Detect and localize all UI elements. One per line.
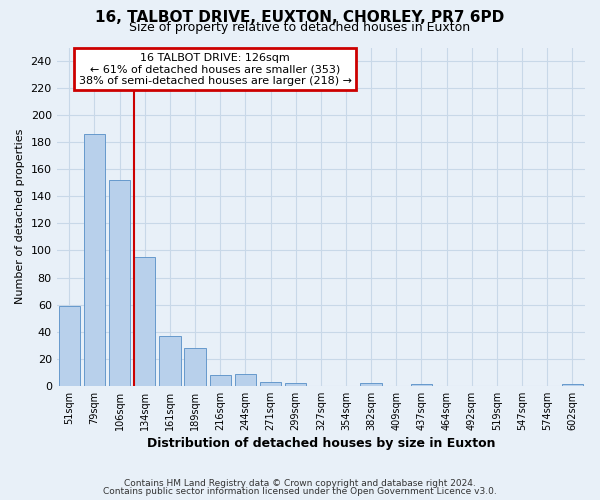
Bar bbox=[159, 336, 181, 386]
Bar bbox=[411, 384, 432, 386]
Bar bbox=[285, 383, 307, 386]
Bar bbox=[235, 374, 256, 386]
Bar bbox=[562, 384, 583, 386]
Bar bbox=[59, 306, 80, 386]
Text: Size of property relative to detached houses in Euxton: Size of property relative to detached ho… bbox=[130, 21, 470, 34]
Bar bbox=[361, 383, 382, 386]
Bar bbox=[109, 180, 130, 386]
Text: 16, TALBOT DRIVE, EUXTON, CHORLEY, PR7 6PD: 16, TALBOT DRIVE, EUXTON, CHORLEY, PR7 6… bbox=[95, 10, 505, 25]
Bar bbox=[134, 258, 155, 386]
Y-axis label: Number of detached properties: Number of detached properties bbox=[15, 129, 25, 304]
Text: Contains public sector information licensed under the Open Government Licence v3: Contains public sector information licen… bbox=[103, 488, 497, 496]
Bar bbox=[209, 375, 231, 386]
Text: Contains HM Land Registry data © Crown copyright and database right 2024.: Contains HM Land Registry data © Crown c… bbox=[124, 478, 476, 488]
Bar bbox=[84, 134, 105, 386]
Text: 16 TALBOT DRIVE: 126sqm
← 61% of detached houses are smaller (353)
38% of semi-d: 16 TALBOT DRIVE: 126sqm ← 61% of detache… bbox=[79, 52, 352, 86]
Bar bbox=[184, 348, 206, 386]
X-axis label: Distribution of detached houses by size in Euxton: Distribution of detached houses by size … bbox=[146, 437, 495, 450]
Bar bbox=[260, 382, 281, 386]
